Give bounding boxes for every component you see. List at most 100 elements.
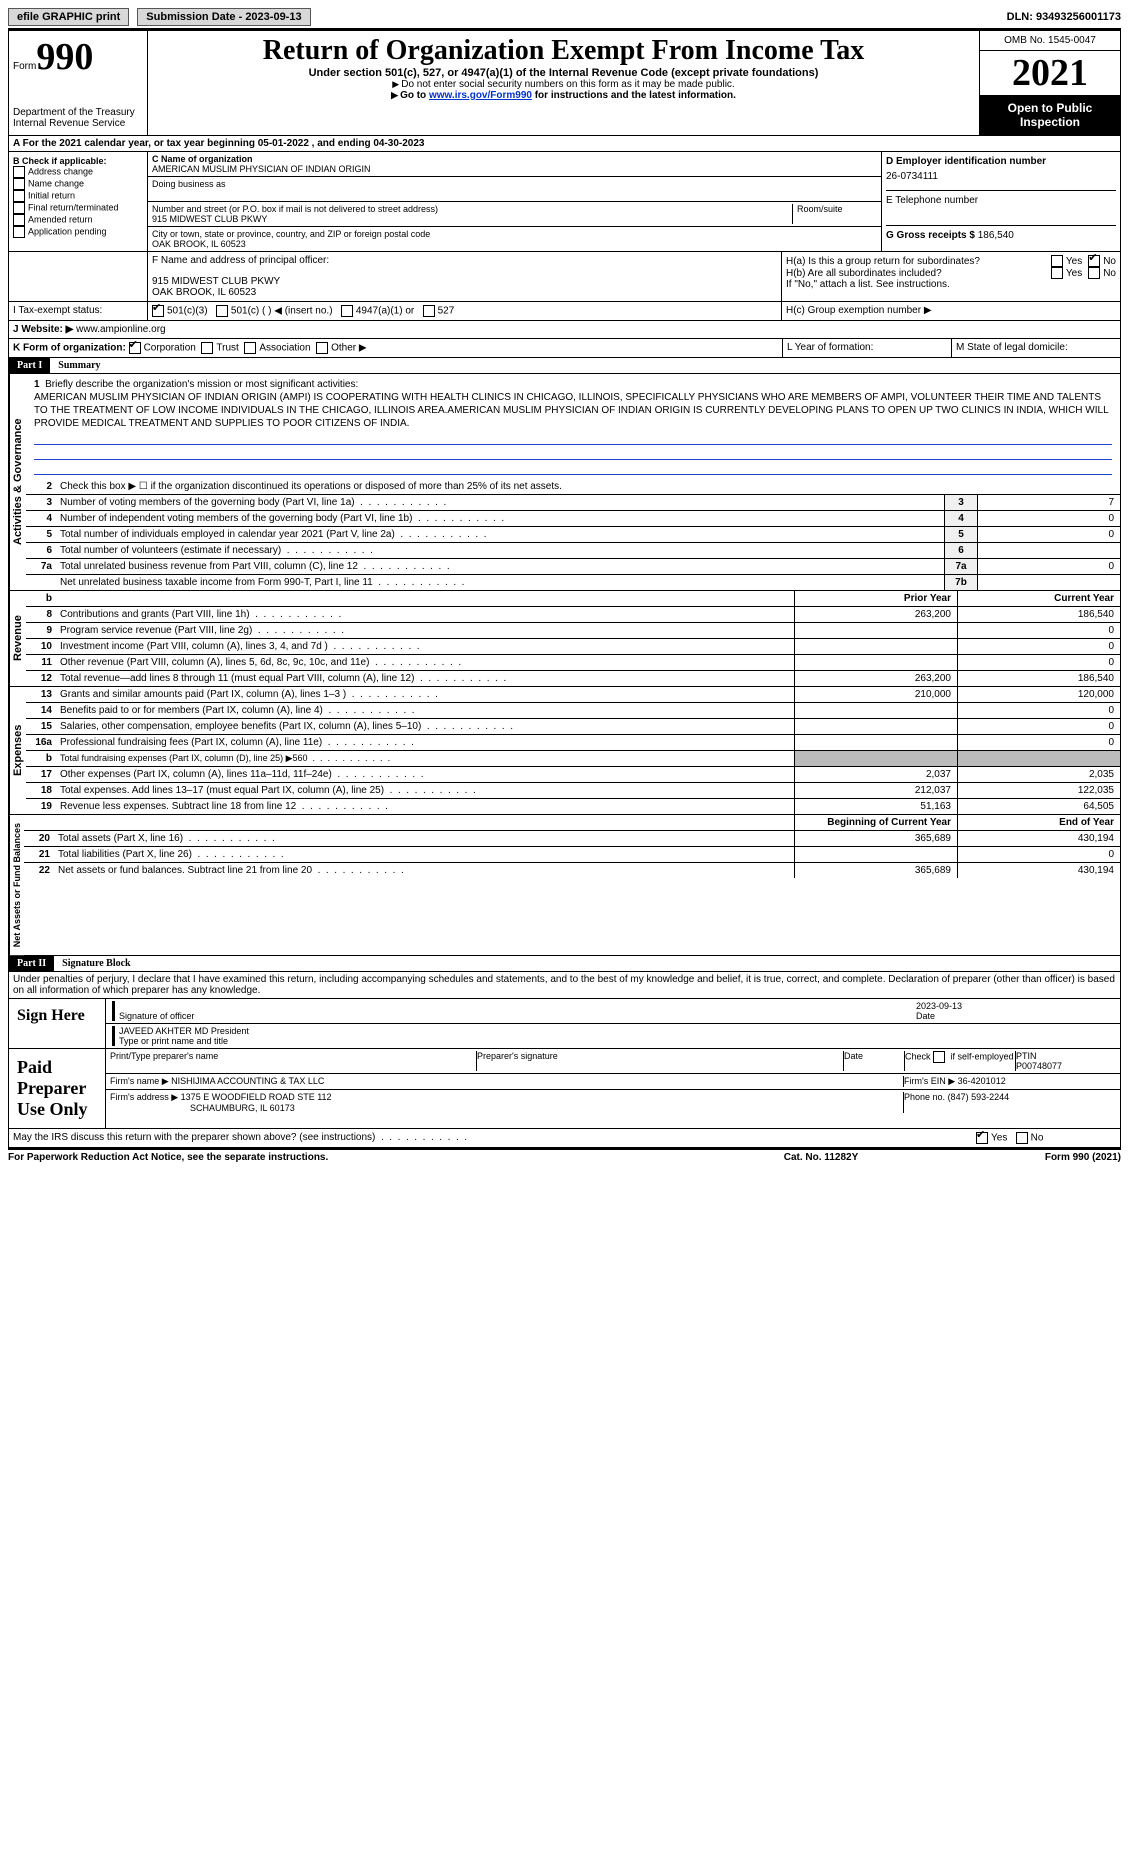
prep-date-label: Date [844,1051,905,1071]
vtab-revenue: Revenue [9,591,26,686]
row-f-h: F Name and address of principal officer:… [8,252,1121,302]
cb-initial-return[interactable] [13,190,25,202]
omb-number: OMB No. 1545-0047 [980,31,1120,51]
section-governance: Activities & Governance 1 Briefly descri… [8,374,1121,591]
hdr-end-year: End of Year [957,815,1120,830]
table-row: 4Number of independent voting members of… [26,511,1120,527]
room-label: Room/suite [792,204,877,224]
gross-value: 186,540 [978,230,1014,241]
table-row: 3Number of voting members of the governi… [26,495,1120,511]
cb-527[interactable] [423,305,435,317]
officer-name-label: Type or print name and title [119,1036,1116,1046]
firm-phone-label: Phone no. [904,1092,945,1102]
cb-discuss-no[interactable] [1016,1132,1028,1144]
part1-title: Summary [58,360,100,371]
cb-ha-yes[interactable] [1051,255,1063,267]
sign-here-label: Sign Here [9,999,106,1048]
table-row: 21Total liabilities (Part X, line 26)0 [24,847,1120,863]
cb-hb-no[interactable] [1088,267,1100,279]
form-header: Form990 Department of the Treasury Inter… [8,30,1121,136]
footer-left: For Paperwork Reduction Act Notice, see … [8,1152,721,1163]
firm-ein-label: Firm's EIN ▶ [904,1076,955,1086]
street-value: 915 MIDWEST CLUB PKWY [152,214,792,224]
table-row: 16aProfessional fundraising fees (Part I… [26,735,1120,751]
efile-print-button[interactable]: efile GRAPHIC print [8,8,129,26]
hb-note: If "No," attach a list. See instructions… [786,279,1116,290]
row-j: J Website: ▶ www.ampionline.org [8,321,1121,339]
cb-address-change[interactable] [13,166,25,178]
table-row: 18Total expenses. Add lines 13–17 (must … [26,783,1120,799]
irs-link[interactable]: www.irs.gov/Form990 [429,90,532,101]
submission-date: Submission Date - 2023-09-13 [137,8,310,26]
cb-self-employed[interactable] [933,1051,945,1063]
table-row: 19Revenue less expenses. Subtract line 1… [26,799,1120,814]
cb-501c3[interactable] [152,305,164,317]
table-row: 15Salaries, other compensation, employee… [26,719,1120,735]
gross-label: G Gross receipts $ [886,230,975,241]
firm-name-label: Firm's name ▶ [110,1076,169,1086]
ptin-label: PTIN [1016,1051,1116,1061]
paid-preparer-block: Paid Preparer Use Only Print/Type prepar… [8,1049,1121,1129]
section-expenses: Expenses 13Grants and similar amounts pa… [8,687,1121,815]
cb-corp[interactable] [129,342,141,354]
dba-label: Doing business as [152,179,877,189]
cb-assoc[interactable] [244,342,256,354]
table-row: 8Contributions and grants (Part VIII, li… [26,607,1120,623]
table-row: 6Total number of volunteers (estimate if… [26,543,1120,559]
ein-value: 26-0734111 [886,171,1116,182]
officer-label: F Name and address of principal officer: [152,255,777,266]
part2-title: Signature Block [62,958,130,969]
sign-here-block: Sign Here Signature of officer 2023-09-1… [8,999,1121,1049]
footer: For Paperwork Reduction Act Notice, see … [8,1148,1121,1163]
officer-name: JAVEED AKHTER MD President [119,1026,1116,1036]
cb-app-pending[interactable] [13,226,25,238]
table-row: bTotal fundraising expenses (Part IX, co… [26,751,1120,767]
tax-exempt-label: I Tax-exempt status: [13,305,143,316]
cb-discuss-yes[interactable] [976,1132,988,1144]
cb-amended[interactable] [13,214,25,226]
officer-addr2: OAK BROOK, IL 60523 [152,287,777,298]
cb-other[interactable] [316,342,328,354]
firm-name: NISHIJIMA ACCOUNTING & TAX LLC [171,1076,324,1086]
cb-501c[interactable] [216,305,228,317]
section-revenue: Revenue b Prior Year Current Year 8Contr… [8,591,1121,687]
row-a-period: A For the 2021 calendar year, or tax yea… [8,136,1121,152]
firm-addr-label: Firm's address ▶ [110,1092,178,1102]
firm-ein: 36-4201012 [958,1076,1006,1086]
table-row: 14Benefits paid to or for members (Part … [26,703,1120,719]
discuss-text: May the IRS discuss this return with the… [9,1129,972,1147]
vtab-net: Net Assets or Fund Balances [9,815,24,955]
firm-phone: (847) 593-2244 [948,1092,1010,1102]
ein-label: D Employer identification number [886,156,1116,167]
table-row: 7aTotal unrelated business revenue from … [26,559,1120,575]
city-label: City or town, state or province, country… [152,229,877,239]
cb-ha-no[interactable] [1088,255,1100,267]
table-row: 9Program service revenue (Part VIII, lin… [26,623,1120,639]
org-name-label: C Name of organization [152,154,877,164]
hdr-prior-year: Prior Year [794,591,957,606]
cb-final-return[interactable] [13,202,25,214]
officer-addr1: 915 MIDWEST CLUB PKWY [152,276,777,287]
sig-officer-label: Signature of officer [119,1011,916,1021]
sig-date-label: Date [916,1011,1116,1021]
table-row: Net unrelated business taxable income fr… [26,575,1120,590]
note-goto-pre: Go to [400,90,429,101]
firm-addr2: SCHAUMBURG, IL 60173 [190,1103,295,1113]
tax-year: 2021 [980,51,1120,95]
cb-name-change[interactable] [13,178,25,190]
table-row: 11Other revenue (Part VIII, column (A), … [26,655,1120,671]
cb-4947[interactable] [341,305,353,317]
form-prefix: Form [13,61,36,72]
note-goto-post: for instructions and the latest informat… [532,90,736,101]
box-b-label: B Check if applicable: [13,156,143,166]
ha-label: H(a) Is this a group return for subordin… [786,256,1051,267]
form-number: Form990 [13,35,143,79]
table-row: 10Investment income (Part VIII, column (… [26,639,1120,655]
cb-hb-yes[interactable] [1051,267,1063,279]
table-row: 17Other expenses (Part IX, column (A), l… [26,767,1120,783]
line1-label: Briefly describe the organization's miss… [45,379,358,390]
line2-desc: Check this box ▶ ☐ if the organization d… [56,479,1120,494]
cb-trust[interactable] [201,342,213,354]
penalty-text: Under penalties of perjury, I declare th… [8,972,1121,999]
form-subtitle: Under section 501(c), 527, or 4947(a)(1)… [156,67,971,79]
